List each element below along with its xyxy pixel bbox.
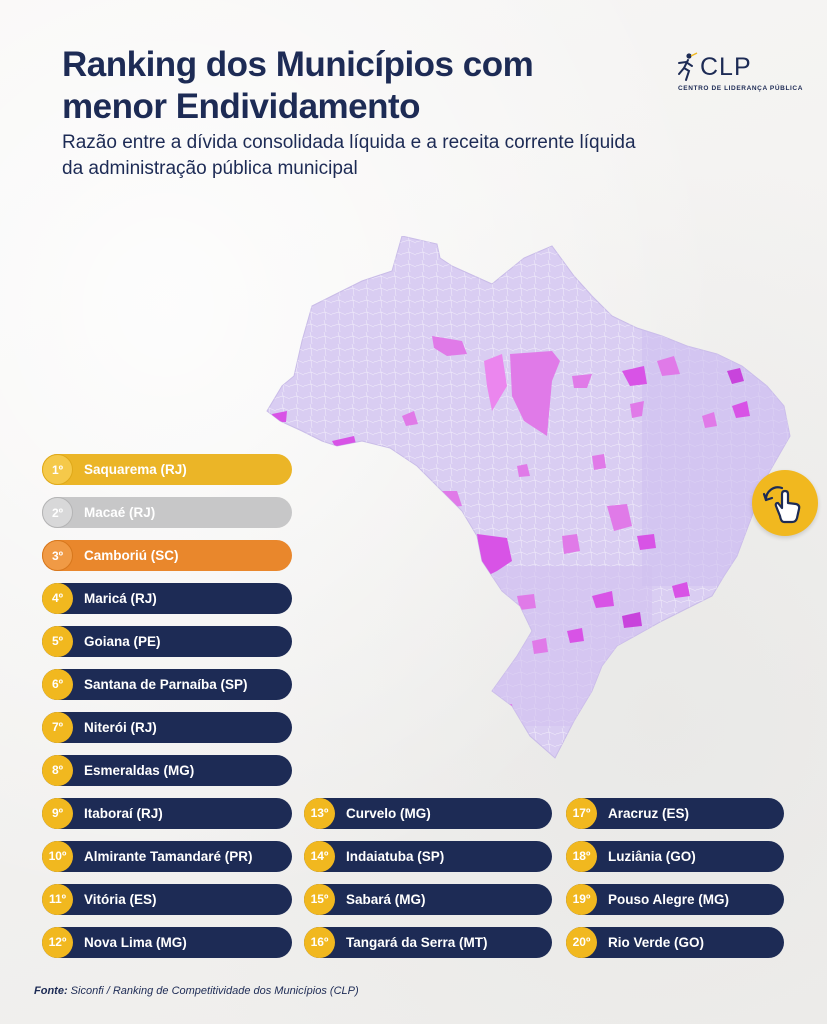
ranking-item-8: 8º Esmeraldas (MG) xyxy=(42,755,292,786)
municipality-name: Goiana (PE) xyxy=(84,634,161,649)
rank-badge: 7º xyxy=(42,712,73,743)
rank-badge: 1º xyxy=(42,454,73,485)
municipality-name: Curvelo (MG) xyxy=(346,806,431,821)
ranking-item-18: 18º Luziânia (GO) xyxy=(566,841,784,872)
rank-badge: 18º xyxy=(566,841,597,872)
municipality-name: Almirante Tamandaré (PR) xyxy=(84,849,253,864)
ranking-item-2: 2º Macaé (RJ) xyxy=(42,497,292,528)
municipality-name: Rio Verde (GO) xyxy=(608,935,705,950)
rank-badge: 8º xyxy=(42,755,73,786)
municipality-name: Aracruz (ES) xyxy=(608,806,690,821)
title-line-2: menor Endividamento xyxy=(62,87,421,126)
rank-badge: 16º xyxy=(304,927,335,958)
ranking-item-12: 12º Nova Lima (MG) xyxy=(42,927,292,958)
municipality-name: Pouso Alegre (MG) xyxy=(608,892,730,907)
rank-badge: 3º xyxy=(42,540,73,571)
ranking-item-14: 14º Indaiatuba (SP) xyxy=(304,841,552,872)
municipality-name: Luziânia (GO) xyxy=(608,849,696,864)
rank-badge: 17º xyxy=(566,798,597,829)
ranking-item-19: 19º Pouso Alegre (MG) xyxy=(566,884,784,915)
ranking-item-9: 9º Itaboraí (RJ) xyxy=(42,798,292,829)
rank-badge: 5º xyxy=(42,626,73,657)
source-text: Siconfi / Ranking de Competitividade dos… xyxy=(70,985,359,997)
runner-icon xyxy=(678,52,698,81)
municipality-name: Esmeraldas (MG) xyxy=(84,763,195,778)
ranking-item-13: 13º Curvelo (MG) xyxy=(304,798,552,829)
logo-full-name: CENTRO DE LIDERANÇA PÚBLICA xyxy=(678,85,804,92)
source-label: Fonte: xyxy=(34,985,68,997)
ranking-item-1: 1º Saquarema (RJ) xyxy=(42,454,292,485)
ranking-item-20: 20º Rio Verde (GO) xyxy=(566,927,784,958)
rank-badge: 9º xyxy=(42,798,73,829)
ranking-item-11: 11º Vitória (ES) xyxy=(42,884,292,915)
ranking-item-17: 17º Aracruz (ES) xyxy=(566,798,784,829)
ranking-item-4: 4º Maricá (RJ) xyxy=(42,583,292,614)
ranking-item-5: 5º Goiana (PE) xyxy=(42,626,292,657)
brazil-municipalities-map xyxy=(266,236,791,759)
swipe-button[interactable] xyxy=(752,470,818,536)
ranking-item-15: 15º Sabará (MG) xyxy=(304,884,552,915)
logo-name: CLP xyxy=(700,53,752,81)
ranking-item-16: 16º Tangará da Serra (MT) xyxy=(304,927,552,958)
rank-badge: 14º xyxy=(304,841,335,872)
municipality-name: Macaé (RJ) xyxy=(84,505,156,520)
rank-badge: 11º xyxy=(42,884,73,915)
rank-badge: 10º xyxy=(42,841,73,872)
rank-badge: 12º xyxy=(42,927,73,958)
municipality-name: Maricá (RJ) xyxy=(84,591,157,606)
page-title: Ranking dos Municípios com menor Endivid… xyxy=(62,44,534,128)
source-note: Fonte: Siconfi / Ranking de Competitivid… xyxy=(34,985,359,997)
swipe-hand-icon xyxy=(762,486,801,524)
municipality-name: Camboriú (SC) xyxy=(84,548,179,563)
municipality-name: Itaboraí (RJ) xyxy=(84,806,163,821)
page-subtitle: Razão entre a dívida consolidada líquida… xyxy=(62,132,636,179)
municipality-name: Sabará (MG) xyxy=(346,892,426,907)
ranking-item-6: 6º Santana de Parnaíba (SP) xyxy=(42,669,292,700)
municipality-name: Saquarema (RJ) xyxy=(84,462,187,477)
clp-logo: CLP CENTRO DE LIDERANÇA PÚBLICA xyxy=(676,52,802,96)
title-line-1: Ranking dos Municípios com xyxy=(62,45,534,84)
rank-badge: 6º xyxy=(42,669,73,700)
municipality-name: Indaiatuba (SP) xyxy=(346,849,445,864)
rank-badge: 2º xyxy=(42,497,73,528)
municipality-name: Nova Lima (MG) xyxy=(84,935,187,950)
ranking-item-3: 3º Camboriú (SC) xyxy=(42,540,292,571)
municipality-name: Vitória (ES) xyxy=(84,892,157,907)
municipality-name: Santana de Parnaíba (SP) xyxy=(84,677,248,692)
ranking-item-10: 10º Almirante Tamandaré (PR) xyxy=(42,841,292,872)
rank-badge: 13º xyxy=(304,798,335,829)
ranking-item-7: 7º Niterói (RJ) xyxy=(42,712,292,743)
rank-badge: 4º xyxy=(42,583,73,614)
municipality-name: Niterói (RJ) xyxy=(84,720,157,735)
rank-badge: 19º xyxy=(566,884,597,915)
rank-badge: 15º xyxy=(304,884,335,915)
rank-badge: 20º xyxy=(566,927,597,958)
municipality-name: Tangará da Serra (MT) xyxy=(346,935,488,950)
